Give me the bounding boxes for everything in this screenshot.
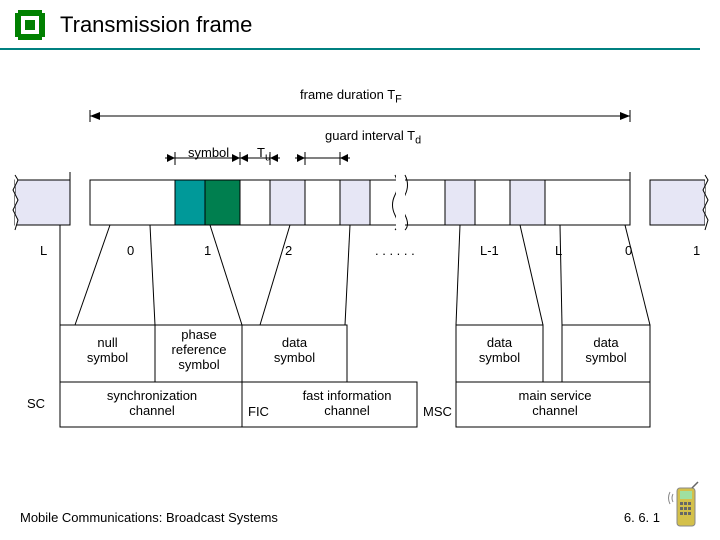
fic-label: FIC	[248, 404, 269, 419]
phase-ref-label: phase reference symbol	[158, 327, 240, 372]
fast-info-label: fast information channel	[282, 388, 412, 418]
frame-duration-label: frame duration TF	[300, 87, 402, 106]
main-service-label: main service channel	[500, 388, 610, 418]
data1-label: data symbol	[247, 335, 342, 365]
num-1-right: 1	[693, 243, 700, 258]
symbol-label: symbol	[188, 145, 229, 160]
guard-interval-label: guard interval Td	[325, 128, 421, 147]
page-title: Transmission frame	[60, 12, 252, 38]
num-1: 1	[204, 243, 211, 258]
data3-label: data symbol	[567, 335, 645, 365]
page-number: 6. 6. 1	[624, 510, 660, 525]
null-symbol-label: null symbol	[65, 335, 150, 365]
header: Transmission frame	[0, 0, 700, 50]
num-0: 0	[127, 243, 134, 258]
num-2: 2	[285, 243, 292, 258]
num-L-right: L	[555, 243, 562, 258]
sync-label: synchronization channel	[92, 388, 212, 418]
phone-icon	[665, 480, 705, 530]
msc-label: MSC	[423, 404, 452, 419]
num-L-left: L	[40, 243, 47, 258]
tu-label: Tu	[257, 145, 271, 164]
diagram-area: frame duration TF guard interval Td symb…	[0, 50, 720, 460]
logo-icon	[15, 10, 45, 40]
footer-text: Mobile Communications: Broadcast Systems	[20, 510, 278, 525]
sc-label: SC	[27, 396, 45, 411]
num-0-right: 0	[625, 243, 632, 258]
data2-label: data symbol	[461, 335, 538, 365]
num-dots: . . . . . .	[375, 243, 415, 258]
num-L-1: L-1	[480, 243, 499, 258]
